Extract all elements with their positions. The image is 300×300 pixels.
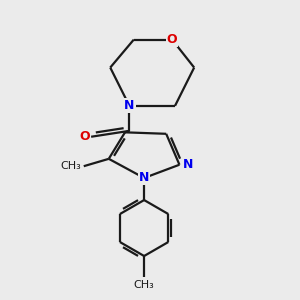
Text: N: N (139, 172, 149, 184)
Text: CH₃: CH₃ (134, 280, 154, 290)
Text: N: N (182, 158, 193, 171)
Text: O: O (79, 130, 90, 143)
Text: O: O (167, 33, 177, 46)
Text: CH₃: CH₃ (60, 161, 81, 171)
Text: N: N (124, 99, 135, 112)
